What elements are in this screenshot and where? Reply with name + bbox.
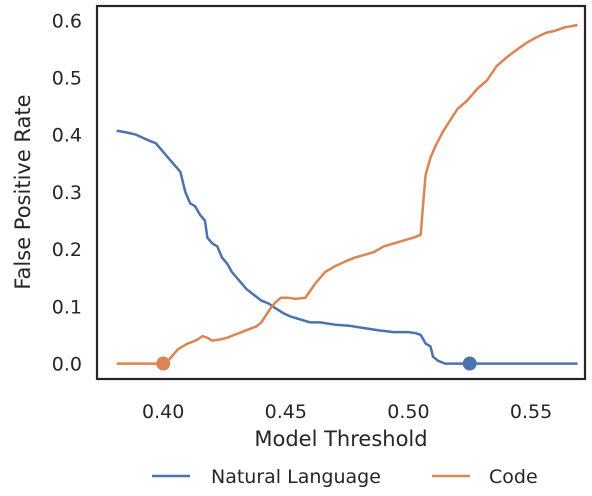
series-line-code (116, 23, 578, 365)
y-tick-label: 0.0 (52, 354, 82, 376)
series-layer (116, 23, 578, 371)
y-tick-label: 0.5 (52, 68, 82, 90)
x-tick-label: 0.45 (265, 401, 307, 423)
y-tick-label: 0.6 (52, 10, 82, 32)
plot-frame (95, 4, 587, 381)
x-tick-label: 0.55 (510, 401, 552, 423)
marker-point-natural-language (462, 356, 477, 371)
y-axis: 0.0 0.1 0.2 0.3 0.4 0.5 0.6 (52, 10, 82, 375)
legend: Natural Language Code (152, 466, 538, 488)
x-tick-label: 0.40 (142, 401, 184, 423)
legend-label-natural-language: Natural Language (211, 466, 381, 488)
legend-label-code: Code (489, 466, 538, 488)
marker-point-code (156, 356, 171, 371)
x-tick-label: 0.50 (387, 401, 429, 423)
plot-area (95, 4, 587, 381)
y-axis-title: False Positive Rate (11, 94, 35, 289)
y-tick-label: 0.4 (52, 125, 82, 147)
y-tick-label: 0.1 (52, 296, 82, 318)
x-axis: 0.40 0.45 0.50 0.55 (142, 401, 552, 423)
series-line-natural-language (116, 129, 578, 365)
y-tick-label: 0.2 (52, 239, 82, 261)
x-axis-title: Model Threshold (254, 427, 427, 451)
y-tick-label: 0.3 (52, 182, 82, 204)
